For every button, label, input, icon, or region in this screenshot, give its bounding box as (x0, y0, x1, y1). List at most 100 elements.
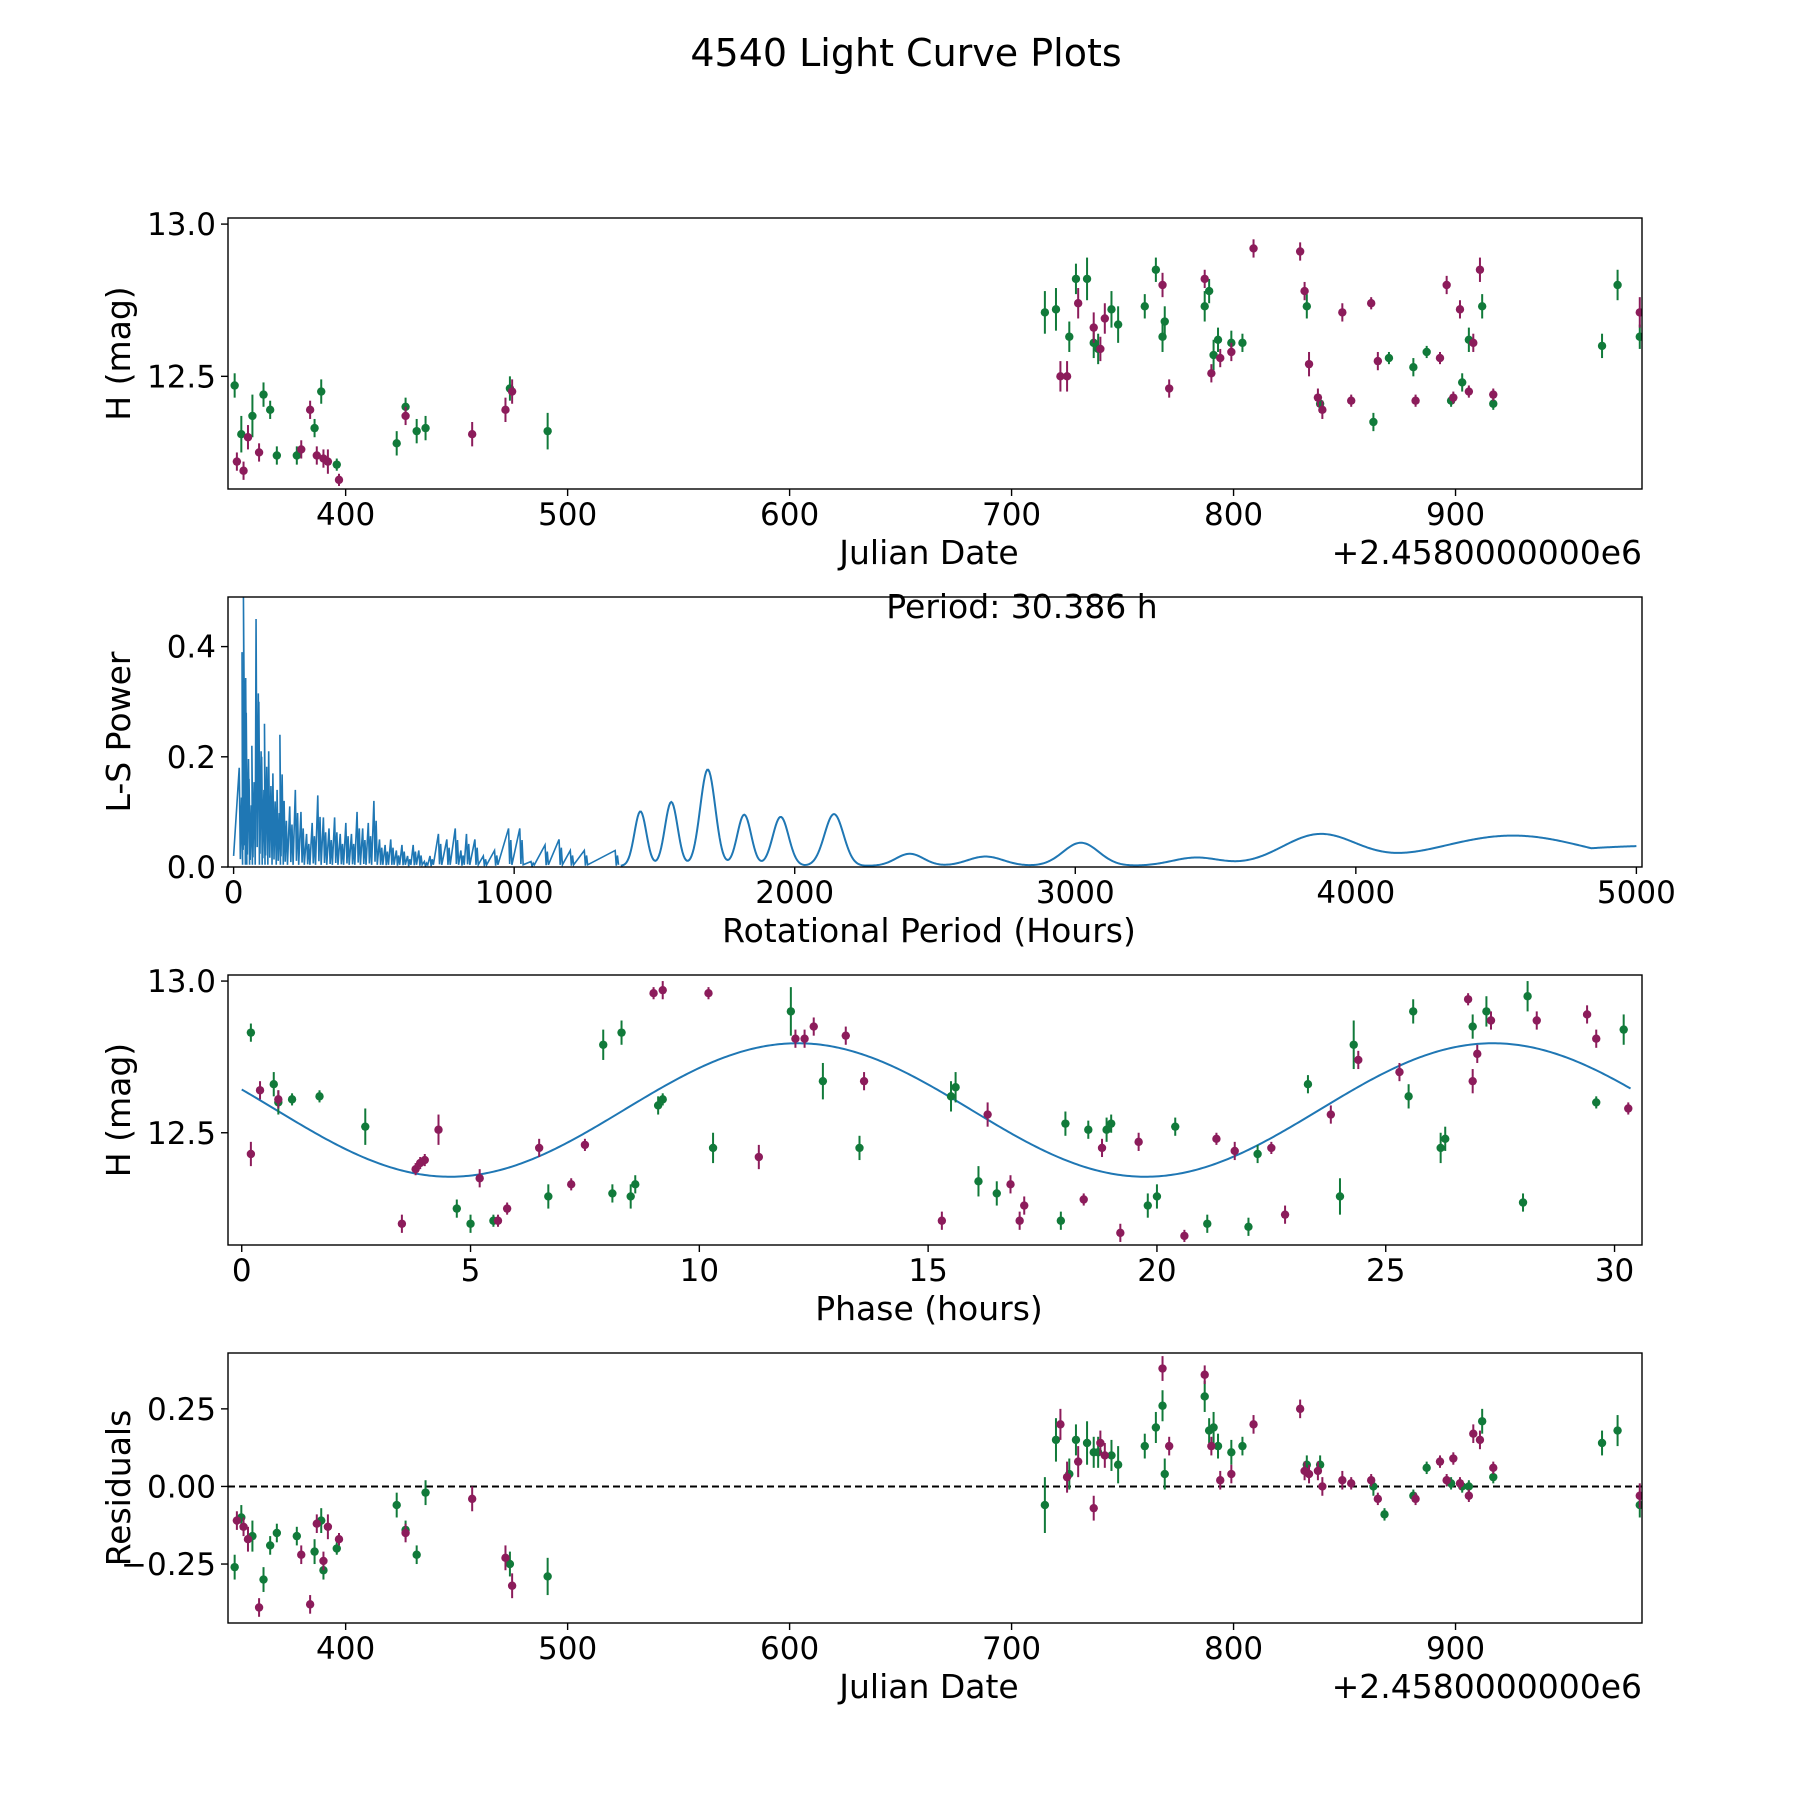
data-point (1006, 1180, 1015, 1189)
data-point (1200, 302, 1209, 311)
data-point (467, 1494, 477, 1504)
x-tick-label: 15 (908, 1253, 947, 1289)
data-point (786, 1007, 796, 1016)
data-point (1597, 1438, 1607, 1448)
data-point (1134, 1137, 1143, 1147)
plot-frame (227, 1352, 1643, 1624)
periodogram-spikes (232, 597, 620, 867)
data-point (1116, 1228, 1125, 1238)
data-point (1249, 1420, 1258, 1429)
data-point (1151, 265, 1161, 274)
data-point (608, 1189, 617, 1198)
data-point (1523, 992, 1532, 1001)
data-point (323, 457, 333, 466)
data-point (1040, 308, 1050, 317)
data-point (1304, 359, 1314, 369)
data-point (246, 1149, 256, 1159)
data-point (507, 1581, 517, 1590)
data-point (1056, 1420, 1065, 1429)
data-point (1380, 1510, 1389, 1519)
data-point (1338, 308, 1347, 317)
y-tick-label: 0.00 (147, 1469, 216, 1505)
data-point (1200, 1370, 1209, 1379)
x-tick-label: 2000 (755, 875, 834, 911)
data-point (452, 1204, 462, 1213)
data-point (543, 426, 552, 436)
data-point (626, 1192, 635, 1201)
data-point (420, 1155, 429, 1165)
data-point (230, 381, 239, 390)
periodogram-panel: 0 1000 2000 3000 4000 5000 0.0 0.2 0.4 Rotational… (99, 587, 1676, 950)
data-point (274, 1095, 283, 1104)
data-point (1164, 1441, 1174, 1451)
data-point (1482, 1007, 1491, 1016)
data-point (1280, 1210, 1290, 1219)
x-axis-label: Phase (hours) (815, 1289, 1043, 1328)
data-point (1096, 344, 1105, 354)
data-point (401, 411, 410, 421)
data-point (1209, 350, 1218, 360)
fit-curve (241, 1042, 1632, 1178)
data-point (631, 1180, 640, 1189)
x-tick-label: 900 (1426, 1631, 1485, 1667)
data-point (1100, 1451, 1110, 1460)
data-point (1071, 274, 1081, 284)
x-tick-label: 800 (1204, 1631, 1263, 1667)
data-point (1313, 393, 1323, 402)
data-point (791, 1034, 800, 1043)
data-point (855, 1143, 864, 1153)
data-point (1373, 356, 1383, 366)
data-point (1384, 353, 1394, 363)
data-point (412, 426, 421, 436)
series-magenta (232, 239, 1642, 486)
data-point (305, 1600, 315, 1609)
data-point (401, 1528, 410, 1538)
data-point (1244, 1222, 1253, 1231)
data-point (1295, 247, 1305, 256)
data-point (1464, 387, 1474, 396)
x-tick-label: 25 (1366, 1253, 1405, 1289)
data-point (1441, 1134, 1450, 1144)
y-tick-label: 0.25 (147, 1392, 216, 1428)
data-point (1106, 1119, 1116, 1128)
data-point (1326, 1110, 1336, 1119)
data-point (305, 405, 315, 415)
data-point (1347, 396, 1356, 405)
data-point (1422, 1463, 1431, 1473)
series-magenta (232, 1356, 1642, 1617)
data-point (1082, 1438, 1092, 1448)
data-point (1477, 302, 1487, 311)
data-point (617, 1028, 626, 1037)
data-point (397, 1219, 407, 1228)
y-tick-label: 0.2 (167, 740, 216, 776)
residuals-panel: 400 500 600 700 800 900 −0.25 0.00 0.25 Julian Da… (99, 1352, 1643, 1706)
data-point (1249, 244, 1258, 253)
data-point (259, 390, 268, 399)
data-point (1200, 1392, 1209, 1401)
plot-frame (227, 596, 1643, 868)
data-point (269, 1080, 278, 1089)
data-point (312, 1519, 321, 1528)
data-point (1015, 1216, 1024, 1225)
x-tick-label: 600 (760, 497, 819, 533)
data-point (1411, 1494, 1420, 1504)
data-point (1449, 393, 1458, 402)
data-point (1100, 314, 1110, 323)
data-point (1207, 1441, 1216, 1451)
data-point (1213, 1441, 1223, 1451)
data-point (334, 475, 344, 485)
data-point (658, 985, 667, 995)
data-point (507, 387, 517, 396)
data-point (1635, 308, 1642, 317)
data-point (501, 1553, 510, 1563)
x-tick-label: 700 (982, 497, 1041, 533)
x-axis-label: Rotational Period (Hours) (722, 911, 1136, 950)
data-point (1180, 1231, 1189, 1241)
data-point (248, 411, 257, 421)
data-point (1040, 1500, 1050, 1510)
plot-frame (227, 974, 1643, 1246)
data-point (818, 1076, 828, 1086)
data-point (1473, 1049, 1482, 1059)
data-point (1489, 390, 1498, 399)
data-point (567, 1180, 576, 1189)
